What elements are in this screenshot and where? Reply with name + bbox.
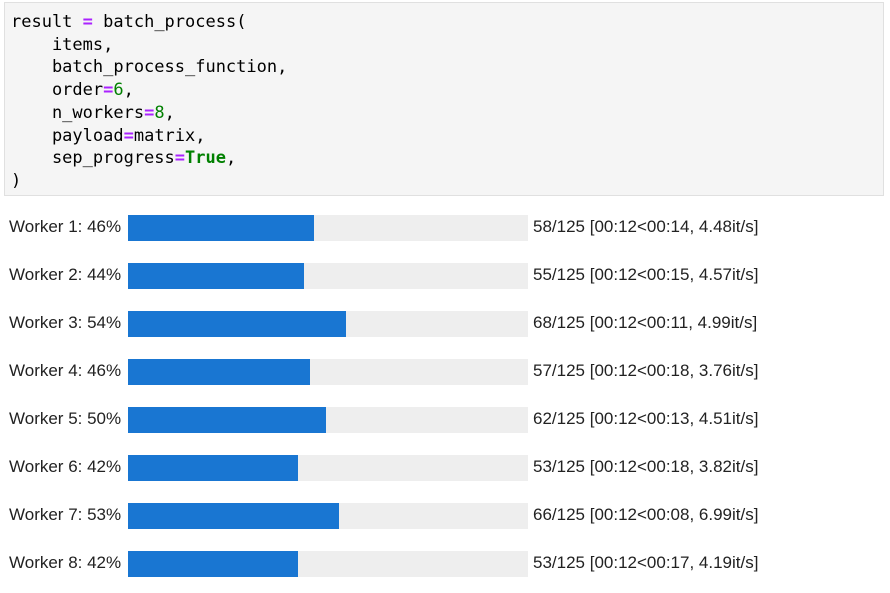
code-line: batch_process_function, bbox=[11, 57, 287, 77]
code-token: , bbox=[164, 102, 175, 123]
progress-bar-fill bbox=[128, 311, 346, 337]
code-token: matrix, bbox=[133, 125, 206, 146]
progress-stats: 53/125 [00:12<00:17, 4.19it/s] bbox=[533, 553, 759, 572]
code-token: ) bbox=[11, 170, 22, 191]
progress-bar-fill bbox=[128, 455, 298, 481]
progress-stats: 55/125 [00:12<00:15, 4.57it/s] bbox=[533, 265, 759, 284]
progress-label: Worker 7: 53% bbox=[9, 505, 122, 524]
code-token: 6 bbox=[113, 80, 124, 101]
progress-row: Worker 1: 46% 58/125 [00:12<00:14, 4.48it… bbox=[0, 214, 890, 242]
code-token: items, bbox=[11, 34, 114, 55]
code-cell[interactable]: result = batch_process( items, batch_pro… bbox=[4, 2, 884, 196]
progress-bar bbox=[128, 455, 528, 481]
code-line: payload=matrix, bbox=[11, 126, 206, 146]
progress-label: Worker 8: 42% bbox=[9, 553, 122, 572]
progress-bar-fill bbox=[128, 263, 304, 289]
code-token: = bbox=[82, 12, 93, 32]
progress-bar bbox=[128, 359, 528, 385]
code-token: n_workers bbox=[11, 102, 145, 123]
progress-row: Worker 5: 50% 62/125 [00:12<00:13, 4.51it… bbox=[0, 406, 890, 434]
progress-stats: 53/125 [00:12<00:18, 3.82it/s] bbox=[533, 457, 759, 476]
progress-stats: 62/125 [00:12<00:13, 4.51it/s] bbox=[533, 409, 759, 428]
code-line: n_workers=8, bbox=[11, 103, 175, 123]
code-token: batch_process( bbox=[92, 12, 247, 32]
progress-stats: 58/125 [00:12<00:14, 4.48it/s] bbox=[533, 217, 759, 236]
progress-bar bbox=[128, 503, 528, 529]
progress-stats: 66/125 [00:12<00:08, 6.99it/s] bbox=[533, 505, 759, 524]
progress-bar bbox=[128, 551, 528, 577]
progress-stats: 57/125 [00:12<00:18, 3.76it/s] bbox=[533, 361, 759, 380]
progress-bar bbox=[128, 215, 528, 241]
code-line: sep_progress=True, bbox=[11, 148, 236, 168]
code-token: , bbox=[225, 148, 237, 169]
progress-bar-fill bbox=[128, 407, 326, 433]
progress-label: Worker 5: 50% bbox=[9, 409, 122, 428]
code-token: batch_process_function, bbox=[11, 57, 288, 78]
code-line: items, bbox=[11, 35, 113, 55]
code-token: = bbox=[144, 102, 155, 123]
code-line: ) bbox=[11, 171, 21, 191]
code-token: = bbox=[174, 148, 186, 169]
progress-row: Worker 6: 42% 53/125 [00:12<00:18, 3.82it… bbox=[0, 454, 890, 482]
code-token: order bbox=[11, 80, 104, 101]
progress-row: Worker 3: 54% 68/125 [00:12<00:11, 4.99it… bbox=[0, 310, 890, 338]
progress-label: Worker 1: 46% bbox=[9, 217, 122, 236]
progress-bar-fill bbox=[128, 215, 314, 241]
code-token: = bbox=[123, 125, 134, 146]
progress-row: Worker 7: 53% 66/125 [00:12<00:08, 6.99it… bbox=[0, 502, 890, 530]
code-token: , bbox=[123, 80, 134, 101]
code-line: result = batch_process( bbox=[11, 12, 246, 32]
code-token: payload bbox=[11, 125, 124, 146]
progress-row: Worker 4: 46% 57/125 [00:12<00:18, 3.76it… bbox=[0, 358, 890, 386]
progress-bar bbox=[128, 407, 528, 433]
progress-label: Worker 6: 42% bbox=[9, 457, 122, 476]
progress-row: Worker 2: 44% 55/125 [00:12<00:15, 4.57it… bbox=[0, 262, 890, 290]
progress-row: Worker 8: 42% 53/125 [00:12<00:17, 4.19it… bbox=[0, 550, 890, 578]
progress-bar bbox=[128, 263, 528, 289]
progress-label: Worker 3: 54% bbox=[9, 313, 122, 332]
code-token: sep_progress bbox=[11, 148, 175, 169]
code-token: = bbox=[103, 80, 114, 101]
progress-bar bbox=[128, 311, 528, 337]
progress-bar-fill bbox=[128, 503, 339, 529]
code-token: True bbox=[185, 148, 226, 169]
code-token: 8 bbox=[154, 102, 165, 123]
progress-label: Worker 2: 44% bbox=[9, 265, 122, 284]
progress-stats: 68/125 [00:12<00:11, 4.99it/s] bbox=[533, 313, 758, 332]
progress-bar-fill bbox=[128, 359, 310, 385]
code-token: result bbox=[11, 12, 83, 32]
progress-bar-fill bbox=[128, 551, 298, 577]
code-line: order=6, bbox=[11, 80, 134, 100]
progress-label: Worker 4: 46% bbox=[9, 361, 122, 380]
